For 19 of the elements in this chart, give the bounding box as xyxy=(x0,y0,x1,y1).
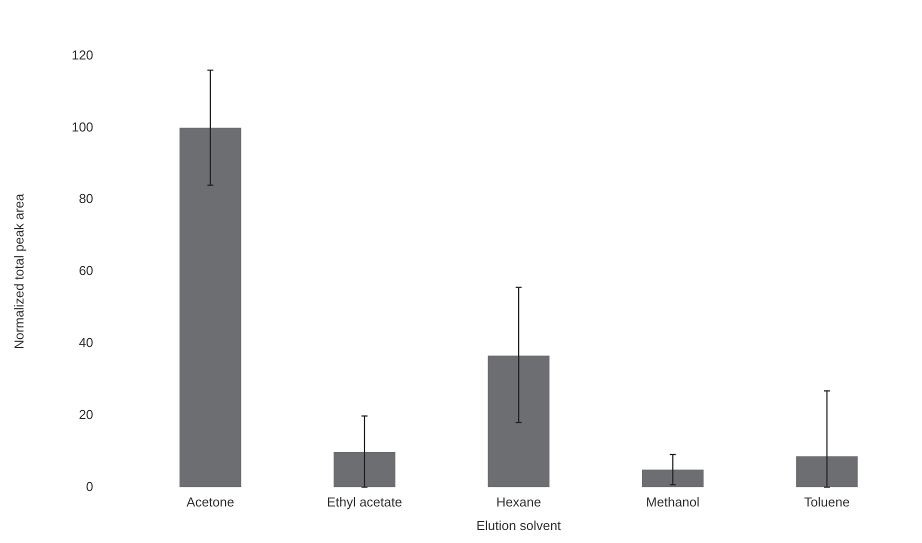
y-tick-label: 0 xyxy=(86,478,94,494)
bar xyxy=(334,452,396,488)
y-axis-title: Normalized total peak area xyxy=(11,193,26,350)
x-tick-label: Acetone xyxy=(186,494,234,510)
y-tick-label: 80 xyxy=(78,191,94,206)
bar xyxy=(642,470,704,488)
bar xyxy=(180,128,242,488)
y-tick-label: 100 xyxy=(72,119,94,134)
bar xyxy=(488,356,550,488)
y-tick-label: 20 xyxy=(78,406,94,422)
x-tick-label: Hexane xyxy=(496,494,542,510)
x-tick-label: Ethyl acetate xyxy=(326,494,402,510)
x-tick-label: Toluene xyxy=(804,494,850,510)
y-tick-label: 120 xyxy=(72,47,94,62)
x-axis-title: Elution solvent xyxy=(476,518,562,534)
y-tick-label: 60 xyxy=(78,263,94,278)
bar xyxy=(796,456,858,488)
x-tick-label: Methanol xyxy=(646,494,700,510)
y-tick-label: 40 xyxy=(78,334,94,350)
